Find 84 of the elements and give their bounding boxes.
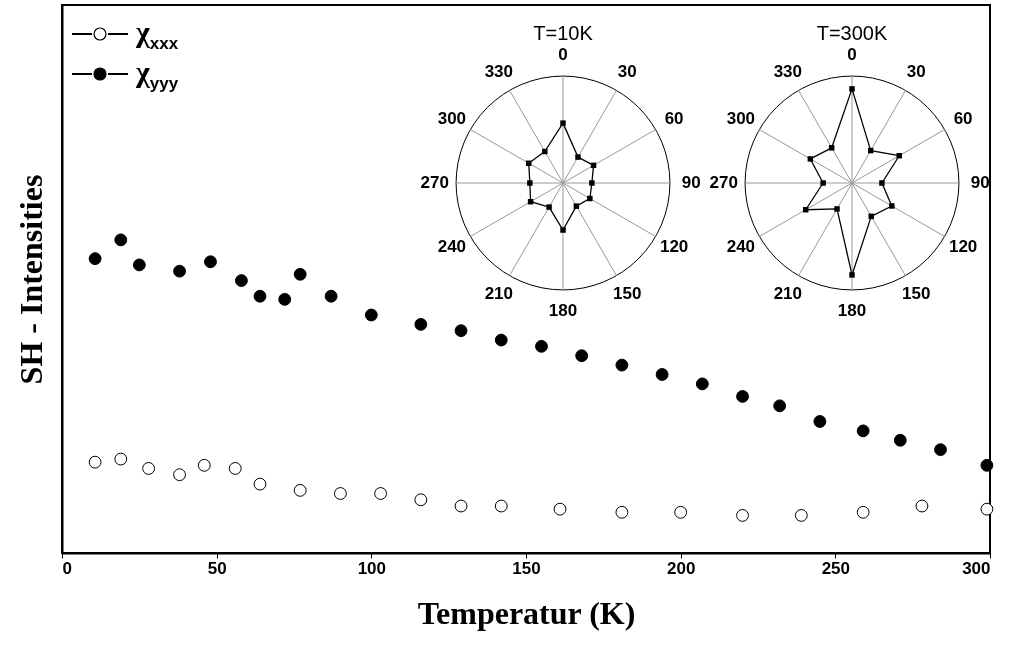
point [228, 462, 242, 475]
point [695, 377, 709, 391]
point [253, 289, 267, 303]
spoke-label: 180 [837, 301, 867, 321]
x-tick-label: 100 [357, 558, 387, 578]
spoke-label: 60 [664, 108, 684, 128]
spoke-label: 30 [617, 61, 637, 81]
spoke-label: 150 [901, 284, 931, 304]
point [980, 502, 994, 516]
point [454, 499, 468, 513]
point [414, 493, 428, 507]
x-tick-label: 50 [207, 558, 227, 578]
point [114, 452, 128, 466]
point [494, 333, 508, 347]
point [980, 458, 994, 472]
point [615, 505, 629, 519]
point [535, 339, 548, 353]
spoke-label: 0 [847, 44, 857, 64]
point [813, 415, 827, 428]
spoke-label: 90 [681, 173, 701, 192]
legend-label: χ$_{xxx}$ [136, 14, 179, 54]
chart-title: T=10K [533, 22, 594, 44]
point [736, 509, 749, 522]
spoke-label: 180 [548, 301, 578, 321]
spoke-label: 30 [906, 61, 926, 81]
point [374, 487, 388, 500]
point [915, 499, 929, 513]
point [856, 424, 870, 438]
x-axis-title: Temperatur (K) [417, 594, 636, 631]
spoke-label: 300 [437, 108, 467, 128]
x-tick-label: 300 [962, 558, 991, 578]
point [454, 324, 468, 338]
spoke-label: 270 [420, 173, 449, 192]
spoke-label: 240 [726, 237, 756, 257]
point [773, 399, 787, 413]
point [114, 233, 128, 247]
point [253, 477, 267, 491]
point [324, 289, 338, 303]
point [856, 505, 870, 519]
point [197, 458, 211, 472]
x-tick-label: 250 [821, 558, 851, 578]
spoke-label: 0 [558, 44, 568, 64]
point [204, 255, 217, 269]
point [615, 358, 629, 372]
point [173, 264, 186, 278]
point [553, 502, 567, 516]
point [132, 258, 146, 272]
point [934, 443, 947, 457]
spoke-label: 60 [953, 108, 973, 128]
point [293, 483, 307, 497]
spoke-label: 210 [484, 284, 514, 304]
x-tick-label: 0 [62, 558, 72, 578]
point [414, 318, 428, 331]
spoke-label: 270 [709, 173, 738, 192]
spoke-label: 300 [726, 108, 756, 128]
point [142, 462, 156, 475]
y-axis-title: SH - Intensities [12, 174, 49, 385]
point [235, 274, 248, 287]
spoke-label: 210 [773, 284, 803, 304]
point [655, 368, 669, 381]
x-tick-label: 200 [666, 558, 696, 578]
spoke-label: 120 [948, 237, 978, 257]
spoke-label: 90 [970, 173, 990, 192]
spoke-label: 330 [484, 61, 514, 81]
spoke-label: 240 [437, 237, 467, 257]
point [736, 390, 749, 403]
spoke-label: 330 [773, 61, 803, 81]
spoke-label: 120 [659, 237, 689, 257]
spoke-label: 150 [612, 284, 642, 304]
point [794, 509, 808, 522]
legend-label: χ$_{yyy}$ [136, 54, 179, 94]
point [575, 349, 589, 363]
point [293, 267, 307, 281]
point [88, 455, 102, 469]
point [333, 487, 347, 500]
point [674, 505, 688, 519]
chart-title: T=300K [816, 22, 888, 44]
x-tick-label: 150 [512, 558, 541, 578]
point [364, 308, 378, 322]
point [494, 499, 508, 513]
point [173, 468, 186, 482]
point [278, 292, 292, 306]
point [893, 433, 907, 447]
point [88, 252, 102, 266]
